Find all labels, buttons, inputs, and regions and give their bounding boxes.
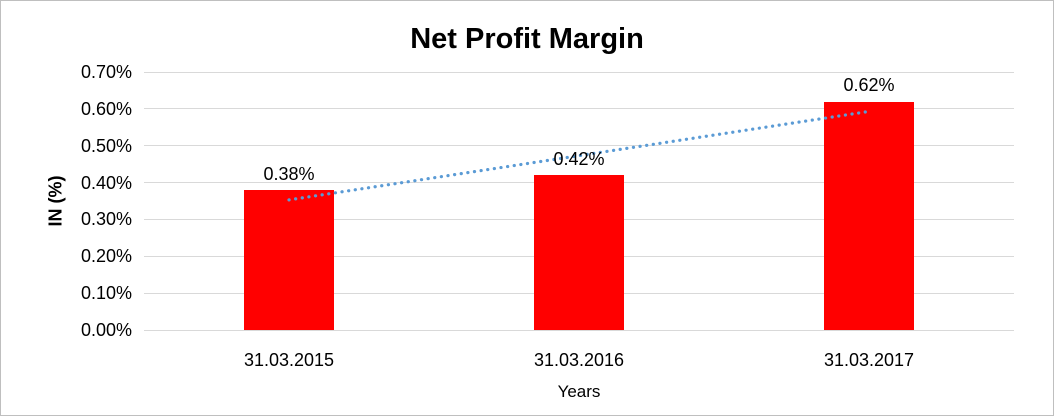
data-label: 0.62% — [843, 75, 895, 96]
gridline — [144, 71, 1014, 73]
x-axis-title: Years — [557, 382, 601, 401]
gridline — [144, 108, 1014, 110]
y-axis-tick-label: 0.10% — [80, 283, 132, 304]
x-axis-tick-label: 31.03.2016 — [533, 350, 625, 370]
x-axis-tick-label: 31.03.2017 — [823, 350, 915, 370]
y-axis-tick-label: 0.30% — [80, 209, 132, 230]
data-label: 0.38% — [263, 163, 315, 184]
y-axis-tick-label: 0.40% — [80, 172, 132, 193]
x-axis-tick-label: 31.03.2015 — [243, 350, 335, 370]
bar-31.03.2016 — [534, 175, 624, 330]
plot-area: 0.38% 0.42% 0.62% 31.03.2015 31.03.2016 31.0… — [144, 71, 1014, 370]
gridline — [144, 329, 1014, 331]
y-axis-tick-label: 0.60% — [80, 98, 132, 119]
y-axis-tick-label: 0.00% — [80, 320, 132, 340]
y-axis-tick-labels: 0.00% 0.10% 0.20% 0.30% 0.40% 0.50% 0.60% 0.70% — [1, 62, 132, 340]
y-axis-tick-label: 0.20% — [80, 246, 132, 267]
chart-title: Net Profit Margin — [410, 23, 644, 55]
y-axis-tick-label: 0.50% — [80, 135, 132, 156]
data-label: 0.42% — [553, 149, 605, 170]
bar-31.03.2015 — [244, 189, 334, 330]
bar-31.03.2017 — [824, 101, 914, 330]
y-axis-tick-label: 0.70% — [80, 62, 132, 82]
